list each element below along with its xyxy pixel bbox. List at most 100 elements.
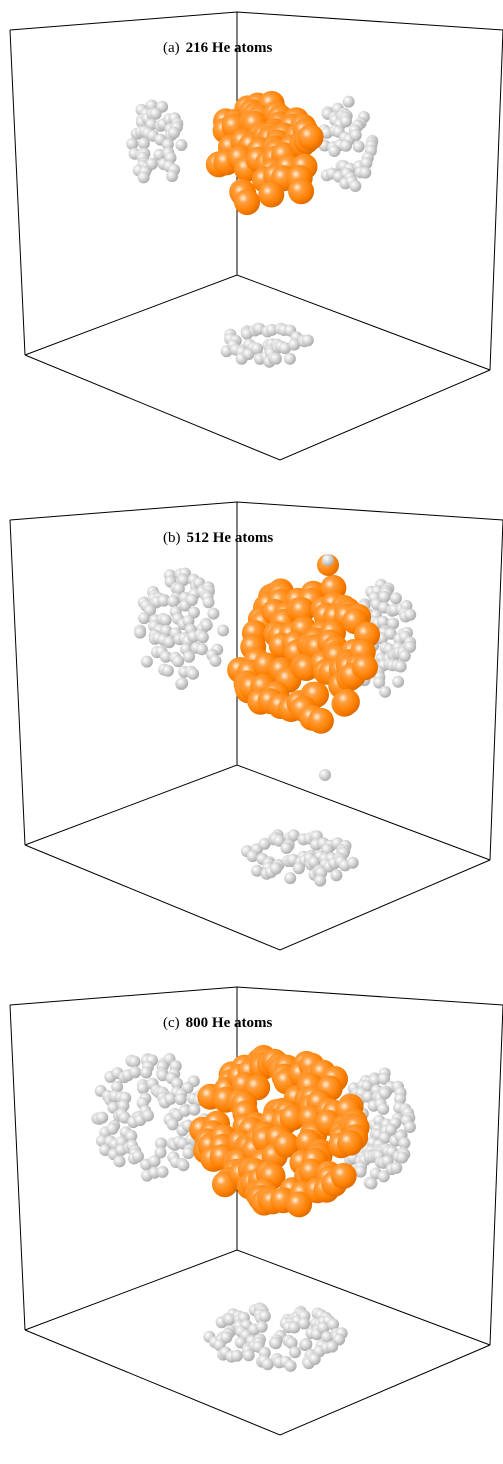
- projection-atom: [142, 1110, 154, 1122]
- panel-caption: 800 He atoms: [186, 1015, 273, 1031]
- box-edge: [490, 1005, 503, 1345]
- projection-atom: [340, 140, 352, 152]
- projection-atom: [187, 668, 199, 680]
- projection-atom: [114, 1155, 126, 1167]
- projection-atom: [188, 1104, 200, 1116]
- panel-caption: 216 He atoms: [186, 40, 273, 56]
- projection-atom: [157, 1166, 169, 1178]
- projection-atom: [302, 334, 314, 346]
- projection-atom: [162, 665, 174, 677]
- box-edge: [10, 502, 503, 520]
- projection-atom: [96, 1112, 108, 1124]
- projection-atom: [203, 596, 215, 608]
- projection-atom: [175, 139, 187, 151]
- projection-atom: [129, 1056, 141, 1068]
- projection-atom: [328, 145, 340, 157]
- projection-atom: [298, 1318, 310, 1330]
- projection-atom: [378, 591, 390, 603]
- projection-atom: [309, 1353, 321, 1365]
- panel: (b)512 He atoms: [10, 502, 503, 950]
- projection-atom: [350, 129, 362, 141]
- projection-atom: [243, 1349, 255, 1361]
- figure: (a) 216 He atoms (b)512 He atoms (c) 800 He …: [0, 0, 503, 1464]
- projection-atom: [207, 608, 219, 620]
- projection-atom: [293, 862, 305, 874]
- projection-atom: [138, 137, 150, 149]
- projection-atom: [395, 661, 407, 673]
- he-atom: [288, 178, 314, 204]
- projection-atom: [377, 1103, 389, 1115]
- box-edge: [10, 1005, 25, 1330]
- projection-atom: [166, 170, 178, 182]
- box-edge: [10, 12, 503, 30]
- projection-atom: [217, 625, 229, 637]
- projection-atom: [343, 96, 355, 108]
- projection-atom: [259, 1310, 271, 1322]
- panel-title: (a) 216 He atoms: [163, 40, 272, 56]
- projection-atom: [289, 1346, 301, 1358]
- projection-atom: [140, 1067, 152, 1079]
- projection-atom: [149, 1155, 161, 1167]
- he-atom: [337, 1130, 363, 1156]
- projection-atom: [163, 636, 175, 648]
- panel-label: (a): [163, 40, 180, 56]
- projection-atom: [168, 127, 180, 139]
- projection-atom: [107, 1123, 119, 1135]
- projection-atom: [340, 115, 352, 127]
- panel: (c) 800 He atoms: [10, 987, 503, 1435]
- projection-atom: [167, 595, 179, 607]
- page: (a) 216 He atoms (b)512 He atoms (c) 800 He …: [0, 0, 503, 1464]
- projection-atom: [326, 1341, 338, 1353]
- panel-label: (c): [163, 1015, 180, 1031]
- projection-atom: [390, 1162, 402, 1174]
- projection-atom: [186, 594, 198, 606]
- box-edge: [10, 520, 25, 845]
- projection-atom: [138, 612, 150, 624]
- projection-atom: [251, 343, 263, 355]
- he-atom: [334, 689, 360, 715]
- projection-atom: [379, 1087, 391, 1099]
- projection-atom: [285, 1360, 297, 1372]
- projection-atom: [359, 167, 371, 179]
- projection-atom: [284, 353, 296, 365]
- projection-atom: [270, 863, 282, 875]
- he-atom: [331, 1163, 357, 1189]
- projection-atom: [349, 180, 361, 192]
- projection-atom: [197, 631, 209, 643]
- projection-atom: [300, 1339, 312, 1351]
- projection-atom: [284, 872, 296, 884]
- box-edge: [10, 30, 25, 355]
- projection-atom: [379, 686, 391, 698]
- projection-atom: [256, 1321, 268, 1333]
- he-atom: [352, 654, 378, 680]
- projection-atom: [390, 592, 402, 604]
- projection-atom: [399, 650, 411, 662]
- projection-atom: [183, 651, 195, 663]
- projection-atom: [347, 857, 359, 869]
- box-edge: [25, 355, 490, 460]
- projection-atom: [396, 1152, 408, 1164]
- projection-atom: [319, 769, 331, 781]
- projection-atom: [129, 1066, 141, 1078]
- projection-atom: [182, 1147, 194, 1159]
- he-atom: [322, 554, 334, 566]
- projection-atom: [404, 1121, 416, 1133]
- he-atom: [308, 708, 334, 734]
- projection-atom: [270, 353, 282, 365]
- projection-atom: [175, 1093, 187, 1105]
- panel-title: (c) 800 He atoms: [163, 1015, 272, 1031]
- he-atom: [258, 182, 284, 208]
- projection-atom: [176, 677, 188, 689]
- projection-atom: [231, 1350, 243, 1362]
- projection-atom: [138, 171, 150, 183]
- projection-atom: [330, 869, 342, 881]
- projection-atom: [196, 643, 208, 655]
- projection-atom: [134, 627, 146, 639]
- projection-atom: [172, 655, 184, 667]
- projection-atom: [365, 1178, 377, 1190]
- projection-atom: [404, 609, 416, 621]
- projection-atom: [270, 1337, 282, 1349]
- projection-atom: [160, 614, 172, 626]
- he-atom: [298, 124, 324, 150]
- box-edge: [490, 30, 503, 370]
